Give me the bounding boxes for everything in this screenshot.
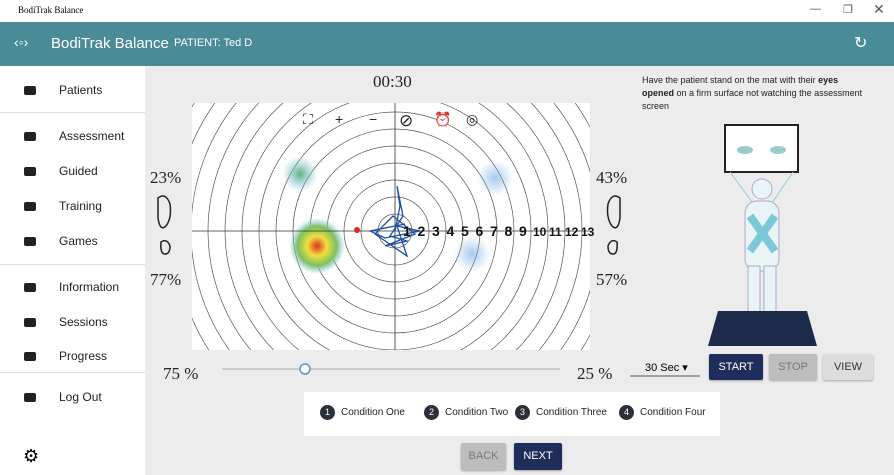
- nav-icon: [24, 318, 36, 327]
- instructions: Have the patient stand on the mat with t…: [642, 74, 872, 113]
- ring-label: 9: [519, 223, 527, 239]
- timer: 00:30: [373, 72, 412, 91]
- back-button[interactable]: BACK: [461, 443, 506, 470]
- condition-number: 1: [320, 405, 335, 420]
- plot-toolbar: ⛶ + − ⊘ ⏰ ◎: [303, 110, 478, 130]
- refresh-button[interactable]: ↻: [854, 35, 868, 52]
- ring-labels: 1 2 3 4 5 6 7 8 9 10 11 12 13: [403, 223, 595, 239]
- slider-right-label: 25 %: [577, 364, 613, 383]
- ring-label: 1: [403, 223, 411, 239]
- ring-label: 13: [581, 225, 595, 239]
- condition-number: 2: [424, 405, 439, 420]
- condition-list: 1 Condition One 2 Condition Two 3 Condition T…: [304, 392, 720, 436]
- patient-figure: [708, 124, 817, 346]
- ring-label: 4: [447, 223, 455, 239]
- ring-label: 11: [549, 225, 562, 239]
- nav-icon: [24, 352, 36, 361]
- right-foot: [606, 195, 621, 255]
- sidebar: ⚙ Patients Assessment Guided Training Games I…: [0, 66, 145, 475]
- nav-icon: [24, 393, 36, 402]
- condition[interactable]: 2 Condition Two: [424, 405, 508, 420]
- nav-item[interactable]: Progress: [59, 349, 108, 363]
- condition[interactable]: 3 Condition Three: [515, 405, 607, 420]
- fit-icon[interactable]: ⛶: [303, 111, 313, 127]
- nav-icon: [24, 237, 36, 246]
- ring-label: 8: [505, 223, 513, 239]
- condition-number: 4: [619, 405, 634, 420]
- nav-item[interactable]: Games: [59, 234, 98, 248]
- nav-icon: [24, 86, 36, 95]
- condition-label: Condition Four: [640, 407, 706, 418]
- duration-value: 30 Sec: [645, 362, 680, 374]
- minimize[interactable]: —: [810, 3, 821, 15]
- app-name: BodiTrak Balance: [51, 35, 169, 52]
- close[interactable]: ✕: [873, 1, 885, 17]
- title-bar: BodiTrak Balance — ❐ ✕: [0, 0, 894, 22]
- nav-icon: [24, 132, 36, 141]
- heat-blob: [282, 156, 318, 192]
- left-foot: [157, 195, 172, 255]
- condition-label: Condition Three: [536, 407, 607, 418]
- condition-label: Condition Two: [445, 407, 509, 418]
- heat-blob: [477, 160, 513, 196]
- nav-icon: [24, 167, 36, 176]
- stop-button[interactable]: STOP: [769, 354, 817, 380]
- sway-trace: [367, 185, 421, 258]
- ring-label: 3: [432, 223, 440, 239]
- maximize[interactable]: ❐: [843, 4, 853, 16]
- ring-label: 6: [476, 223, 484, 239]
- assessment-panel: ⛶ + − ⊘ ⏰ ◎ 1 2 3 4 5 6 7 8 9 10 11 12 13: [157, 103, 817, 377]
- separator: [0, 264, 145, 265]
- ring-label: 10: [533, 225, 547, 239]
- right-top-percent: 43%: [596, 168, 628, 187]
- nav-item[interactable]: Log Out: [59, 390, 102, 404]
- app-bar: ‹◦› BodiTrak Balance PATIENT: Ted D ↻: [0, 22, 894, 66]
- ring-label: 5: [461, 223, 469, 239]
- separator: [0, 112, 145, 113]
- slider-left-label: 75 %: [163, 364, 199, 383]
- nav-item[interactable]: Patients: [59, 83, 103, 97]
- heat-blob: [454, 236, 490, 272]
- zoom-out[interactable]: −: [369, 111, 377, 127]
- nav-icon: [24, 283, 36, 292]
- instruction-text: Have the patient stand on the mat with t…: [642, 75, 816, 85]
- window-title: BodiTrak Balance: [18, 5, 84, 15]
- center-of-pressure: [354, 227, 360, 233]
- instruction-text: on a firm surface not watching the asses…: [642, 88, 863, 111]
- duration-select[interactable]: 30 Sec ▾: [645, 362, 688, 374]
- left-top-percent: 23%: [150, 168, 182, 187]
- settings-icon[interactable]: ⚙: [23, 446, 40, 466]
- condition-label: Condition One: [341, 407, 405, 418]
- timer-icon[interactable]: ⏰: [434, 110, 451, 128]
- next-button[interactable]: NEXT: [514, 443, 562, 470]
- feet-icons: [157, 195, 621, 255]
- hide-icon[interactable]: ⊘: [399, 111, 413, 130]
- nav-icon: [24, 202, 36, 211]
- target-icon[interactable]: ◎: [466, 111, 478, 127]
- separator: [0, 372, 145, 373]
- nav-item[interactable]: Sessions: [59, 315, 108, 329]
- patient-name: PATIENT: Ted D: [174, 37, 253, 49]
- nav-item[interactable]: Training: [59, 199, 102, 213]
- ring-label: 7: [490, 223, 498, 239]
- nav-item[interactable]: Guided: [59, 164, 98, 178]
- condition[interactable]: 1 Condition One: [320, 405, 405, 420]
- slider-thumb[interactable]: [299, 363, 311, 375]
- ring-label: 12: [565, 225, 579, 239]
- nav-item[interactable]: Information: [59, 280, 120, 294]
- view-button[interactable]: VIEW: [823, 354, 873, 380]
- instruction-emphasis: eyes opened: [642, 75, 839, 98]
- ring-label: 2: [418, 223, 426, 239]
- app-logo: ‹◦›: [14, 34, 29, 50]
- right-bottom-percent: 57%: [596, 270, 628, 289]
- start-button[interactable]: START: [709, 354, 763, 380]
- heat-blob: [289, 218, 345, 274]
- condition-number: 3: [515, 405, 530, 420]
- condition[interactable]: 4 Condition Four: [619, 405, 706, 420]
- left-bottom-percent: 77%: [150, 270, 182, 289]
- nav-item[interactable]: Assessment: [59, 129, 125, 143]
- zoom-in[interactable]: +: [335, 111, 343, 127]
